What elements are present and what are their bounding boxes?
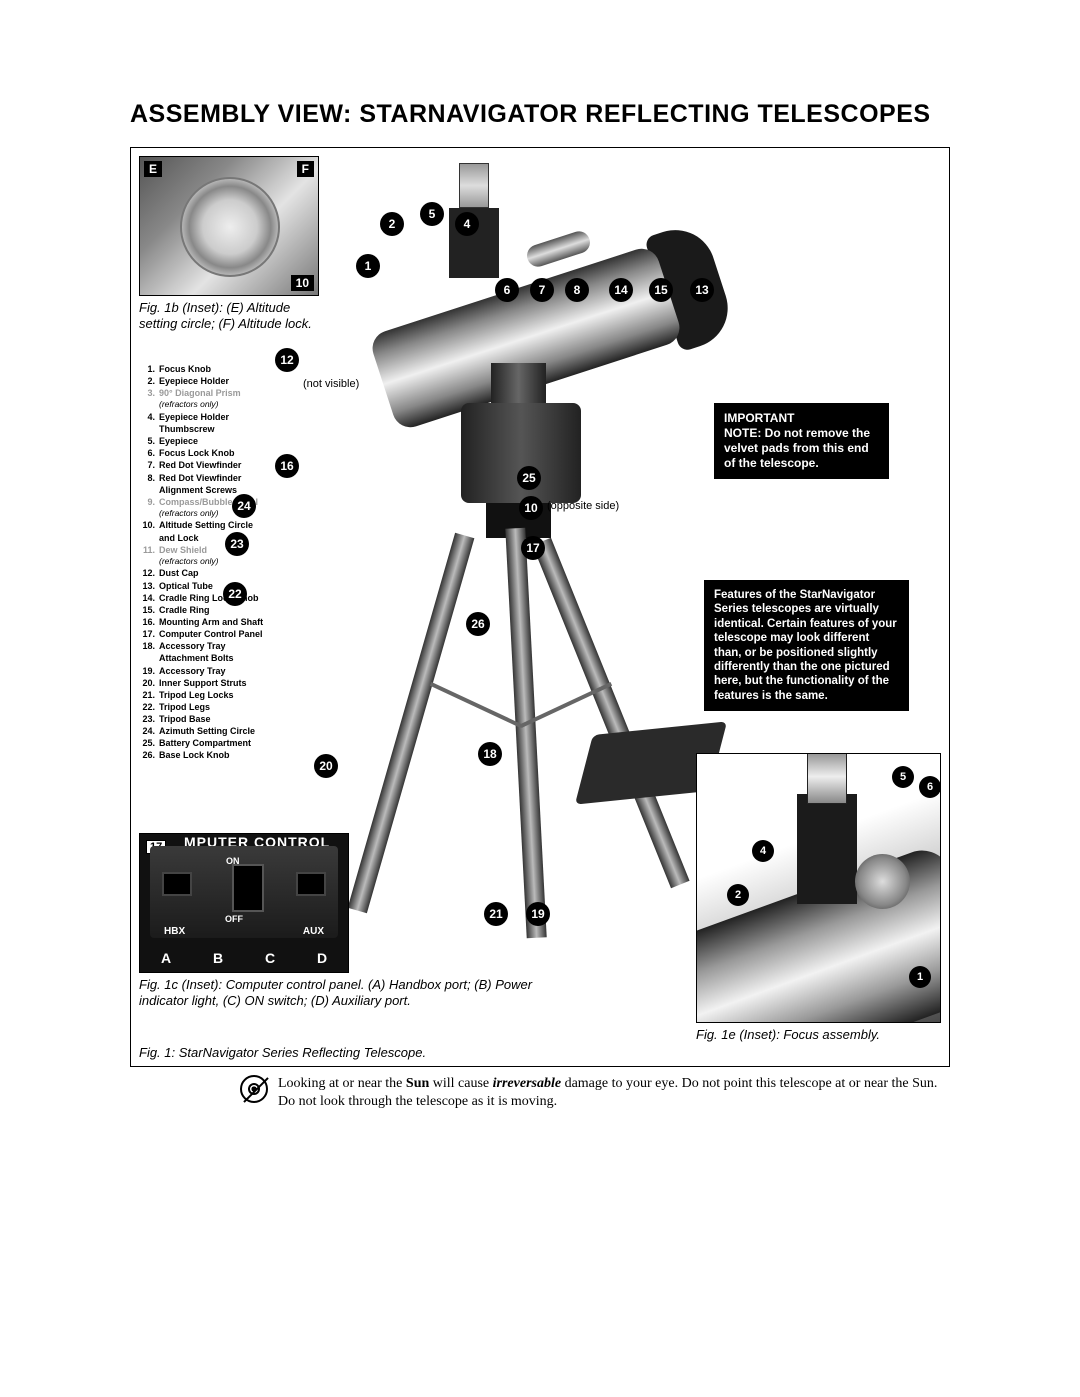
parts-list-item: 3.90° Diagonal Prism [139, 387, 269, 399]
callout-14: 14 [609, 278, 633, 302]
callout-15: 15 [649, 278, 673, 302]
parts-list-item: 21.Tripod Leg Locks [139, 689, 269, 701]
callout-17: 17 [521, 536, 545, 560]
parts-list-item: 7.Red Dot Viewfinder [139, 459, 269, 471]
inset-1c: 17 MPUTER CONTROL ON OFF HBX AUX A B C D… [139, 833, 349, 1008]
warn-sun: Sun [406, 1076, 429, 1091]
callout-23: 23 [225, 532, 249, 556]
parts-list-item: 14.Cradle Ring Lock Knob [139, 592, 269, 604]
features-note: Features of the StarNavigator Series tel… [704, 580, 909, 711]
inset-1b: E F 10 Fig. 1b (Inset): (E) Altitude set… [139, 156, 319, 331]
inset-1b-label-f: F [297, 161, 314, 177]
inset-1c-D: D [317, 950, 327, 966]
lbl-aux: AUX [303, 926, 324, 937]
parts-list-item: 26.Base Lock Knob [139, 749, 269, 761]
important-body: NOTE: Do not remove the velvet pads from… [724, 426, 879, 471]
inset-1e-callout-2: 2 [727, 884, 749, 906]
figure-1-caption: Fig. 1: StarNavigator Series Reflecting … [139, 1045, 426, 1060]
parts-list-item: 13.Optical Tube [139, 580, 269, 592]
ann-not-visible: (not visible) [303, 378, 359, 390]
page-title: ASSEMBLY VIEW: STARNAVIGATOR REFLECTING … [130, 100, 950, 129]
parts-list-item: 23.Tripod Base [139, 713, 269, 725]
inset-1e: 56 42 1 Fig. 1e (Inset): Focus assembly. [696, 753, 941, 1042]
callout-18: 18 [478, 742, 502, 766]
lbl-off: OFF [225, 914, 243, 924]
inset-1c-caption: Fig. 1c (Inset): Computer control panel.… [139, 977, 539, 1008]
callout-19: 19 [526, 902, 550, 926]
callout-5: 5 [420, 202, 444, 226]
callout-7: 7 [530, 278, 554, 302]
sun-warning-text: Looking at or near the Sun will cause ir… [278, 1075, 950, 1111]
callout-25: 25 [517, 466, 541, 490]
callout-24: 24 [232, 494, 256, 518]
callout-2: 2 [380, 212, 404, 236]
parts-list-item: 24.Azimuth Setting Circle [139, 725, 269, 737]
inset-1c-A: A [161, 950, 171, 966]
callout-12: 12 [275, 348, 299, 372]
no-sun-icon [240, 1075, 268, 1103]
callout-26: 26 [466, 612, 490, 636]
important-title: IMPORTANT [724, 411, 879, 426]
inset-1b-caption: Fig. 1b (Inset): (E) Altitude setting ci… [139, 300, 319, 331]
warn-irr: irreversable [493, 1076, 561, 1091]
callout-22: 22 [223, 582, 247, 606]
callout-1: 1 [356, 254, 380, 278]
parts-list-item: 16.Mounting Arm and Shaft [139, 616, 269, 628]
parts-list-item: 20.Inner Support Struts [139, 677, 269, 689]
sun-warning: Looking at or near the Sun will cause ir… [240, 1075, 950, 1111]
parts-list-item: 6.Focus Lock Knob [139, 447, 269, 459]
warn-pre: Looking at or near the [278, 1076, 406, 1091]
parts-list-item: 18.Accessory Tray Attachment Bolts [139, 640, 269, 664]
inset-1b-label-10: 10 [291, 275, 314, 291]
parts-list-item: 10.Altitude Setting Circle and Lock [139, 519, 269, 543]
inset-1c-B: B [213, 950, 223, 966]
inset-1e-caption: Fig. 1e (Inset): Focus assembly. [696, 1027, 941, 1042]
important-note: IMPORTANT NOTE: Do not remove the velvet… [714, 403, 889, 479]
callout-13: 13 [690, 278, 714, 302]
parts-list-item: 22.Tripod Legs [139, 701, 269, 713]
lbl-on: ON [226, 856, 240, 866]
lbl-hbx: HBX [164, 926, 185, 937]
parts-list-item: 17.Computer Control Panel [139, 628, 269, 640]
inset-1e-callout-1: 1 [909, 966, 931, 988]
inset-1b-image: E F 10 [139, 156, 319, 296]
parts-list-item: 11.Dew Shield [139, 544, 269, 556]
parts-list-item: 15.Cradle Ring [139, 604, 269, 616]
figure-1: E F 10 Fig. 1b (Inset): (E) Altitude set… [130, 147, 950, 1067]
inset-1e-callout-6: 6 [919, 776, 941, 798]
parts-list-item: 5.Eyepiece [139, 435, 269, 447]
callout-10: 10 [519, 496, 543, 520]
callout-6: 6 [495, 278, 519, 302]
ann-opposite-side: (opposite side) [547, 500, 619, 512]
warn-mid: will cause [429, 1076, 492, 1091]
inset-1e-image: 56 42 1 [696, 753, 941, 1023]
inset-1e-callout-5: 5 [892, 766, 914, 788]
callout-8: 8 [565, 278, 589, 302]
parts-list-item: 12.Dust Cap [139, 567, 269, 579]
callout-4: 4 [455, 212, 479, 236]
parts-list-item: 1.Focus Knob [139, 363, 269, 375]
inset-1b-label-e: E [144, 161, 162, 177]
inset-1e-callout-4: 4 [752, 840, 774, 862]
parts-list-item: 19.Accessory Tray [139, 665, 269, 677]
parts-list: 1.Focus Knob2.Eyepiece Holder3.90° Diago… [139, 363, 269, 762]
parts-list-item: 2.Eyepiece Holder [139, 375, 269, 387]
callout-16: 16 [275, 454, 299, 478]
parts-list-item: 25.Battery Compartment [139, 737, 269, 749]
inset-1c-image: 17 MPUTER CONTROL ON OFF HBX AUX A B C D [139, 833, 349, 973]
parts-list-item: 4.Eyepiece Holder Thumbscrew [139, 411, 269, 435]
inset-1c-C: C [265, 950, 275, 966]
parts-list-item: 8.Red Dot Viewfinder Alignment Screws [139, 472, 269, 496]
callout-20: 20 [314, 754, 338, 778]
callout-21: 21 [484, 902, 508, 926]
